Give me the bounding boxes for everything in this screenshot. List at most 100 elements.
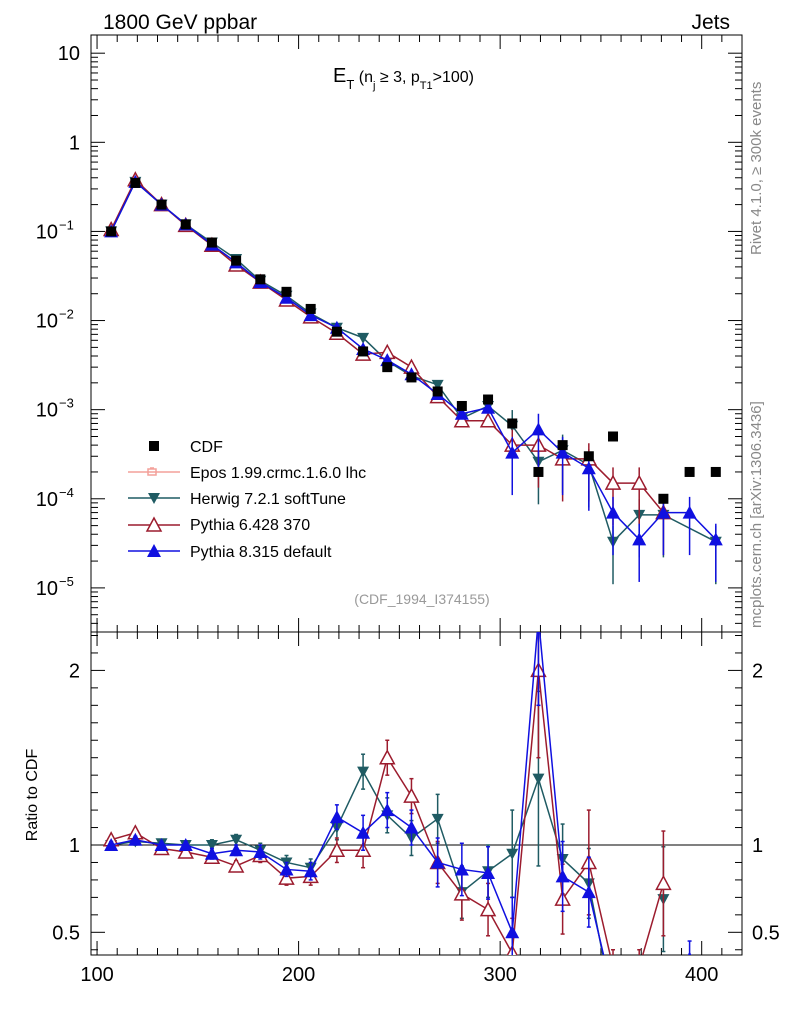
ratio-point-herwig [357, 766, 370, 778]
point-pythia8 [505, 445, 520, 459]
ratio-point-pythia6 [278, 869, 295, 885]
point-cdf [255, 274, 266, 285]
ratio-point-pythia8 [555, 869, 570, 883]
legend: CDF Epos 1.99.crmc.1.6.0 lhc Herwig 7.2.… [128, 439, 366, 561]
ratio-point-herwig [230, 834, 243, 846]
header-left-label: 1800 GeV ppbar [103, 11, 257, 34]
point-cdf [331, 326, 342, 337]
ratio-point-pythia6 [479, 901, 497, 917]
point-cdf [206, 237, 217, 248]
point-pythia8 [606, 505, 621, 519]
ratio-point-pythia8 [356, 825, 371, 839]
point-cdf [382, 362, 393, 373]
point-cdf [608, 431, 619, 442]
ratio-point-pythia8 [430, 855, 445, 869]
ratio-point-pythia8 [380, 803, 395, 817]
main-y-tick-label: 10 [36, 578, 58, 600]
ratio-y-tick-label-right: 1 [752, 835, 763, 857]
ratio-point-pythia8 [104, 838, 119, 852]
legend-marker-herwig [148, 493, 160, 504]
main-y-tick-exponent: −2 [59, 307, 74, 322]
ratio-point-herwig [506, 848, 519, 860]
point-pythia8 [555, 445, 570, 459]
ratio-point-pythia8 [178, 838, 193, 852]
main-y-tick-label: 10 [58, 43, 80, 65]
x-tick-label: 200 [282, 964, 315, 986]
ratio-point-pythia6 [328, 841, 346, 857]
point-cdf [156, 199, 167, 210]
ratio-y-tick-label-left: 2 [69, 660, 80, 682]
legend-item-herwig: Herwig 7.2.1 softTune [128, 491, 346, 508]
point-pythia8 [708, 532, 723, 546]
ratio-point-pythia8 [404, 820, 419, 834]
ratio-point-pythia8 [632, 986, 646, 999]
ratio-point-pythia8 [279, 862, 294, 876]
point-herwig [431, 379, 444, 391]
x-tick-label: 400 [685, 964, 718, 986]
ratio-point-pythia8 [481, 865, 496, 879]
legend-label-pythia8: Pythia 8.315 default [190, 544, 332, 561]
legend-label-epos: Epos 1.99.crmc.1.6.0 lhc [190, 465, 366, 482]
point-cdf [658, 493, 669, 504]
series-cdf [106, 177, 721, 504]
ratio-y-tick-label-right: 0.5 [752, 922, 780, 944]
point-cdf [130, 177, 141, 188]
main-y-tick-exponent: −4 [59, 485, 74, 500]
legend-label-pythia6: Pythia 6.428 370 [190, 517, 310, 534]
main-y-tick-exponent: −1 [59, 217, 74, 232]
ratio-point-pythia6 [379, 749, 396, 765]
legend-marker-cdf [149, 441, 159, 451]
legend-item-pythia6: Pythia 6.428 370 [128, 516, 310, 534]
ratio-line-pythia8 [110, 632, 605, 955]
point-pythia6 [479, 412, 497, 428]
ratio-point-herwig [205, 840, 218, 852]
ratio-point-pythia8 [606, 988, 620, 1001]
x-axis: 100 200 300 400 [80, 35, 743, 986]
ratio-y-tick-label-left: 1 [69, 835, 80, 857]
point-cdf [106, 226, 117, 237]
ratio-series-pythia6 [102, 632, 672, 973]
point-pythia6 [453, 412, 471, 428]
point-cdf [710, 466, 721, 477]
ratio-point-pythia8 [154, 838, 169, 852]
point-cdf [456, 400, 467, 411]
ratio-point-pythia8 [253, 844, 268, 858]
ratio-point-herwig [431, 813, 444, 825]
ratio-point-pythia6 [227, 857, 245, 873]
ratio-point-pythia6 [655, 874, 672, 891]
point-pythia8 [682, 505, 697, 519]
ratio-point-pythia8 [454, 862, 469, 876]
ratio-plot-frame [90, 631, 743, 956]
main-y-tick-label: 10 [36, 489, 58, 511]
main-y-tick-label: 1 [69, 132, 80, 154]
side-label-bottom: mcplots.cern.ch [arXiv:1306.3436] [748, 401, 765, 628]
ratio-point-pythia8 [229, 843, 244, 857]
point-pythia6 [630, 474, 648, 490]
ratio-y-tick-label-right: 2 [752, 660, 763, 682]
main-chart-title: ET (nj ≥ 3, pT1>100) [333, 65, 474, 92]
side-label-top: Rivet 4.1.0, ≥ 300k events [748, 82, 765, 255]
point-cdf [180, 219, 191, 230]
ratio-series-layer [102, 611, 722, 1001]
point-pythia8 [656, 505, 671, 519]
ratio-series-herwig [105, 690, 722, 996]
x-tick-label: 300 [483, 964, 516, 986]
legend-marker-pythia8 [147, 544, 161, 557]
legend-marker-pythia6 [145, 516, 163, 532]
ratio-point-pythia8 [656, 978, 670, 991]
ratio-point-pythia8 [204, 846, 219, 860]
point-cdf [432, 386, 443, 397]
ratio-point-herwig [710, 985, 722, 996]
point-pythia8 [279, 290, 294, 304]
legend-item-pythia8: Pythia 8.315 default [128, 544, 332, 561]
ratio-point-pythia6 [403, 787, 420, 803]
point-pythia8 [303, 308, 318, 322]
ratio-point-pythia8 [531, 611, 545, 624]
header-right-label: Jets [691, 11, 730, 34]
legend-marker-epos [147, 467, 157, 476]
legend-item-epos: Epos 1.99.crmc.1.6.0 lhc [128, 465, 366, 482]
ratio-point-pythia6 [632, 960, 646, 973]
ratio-y-axis-label: Ratio to CDF [24, 749, 41, 842]
